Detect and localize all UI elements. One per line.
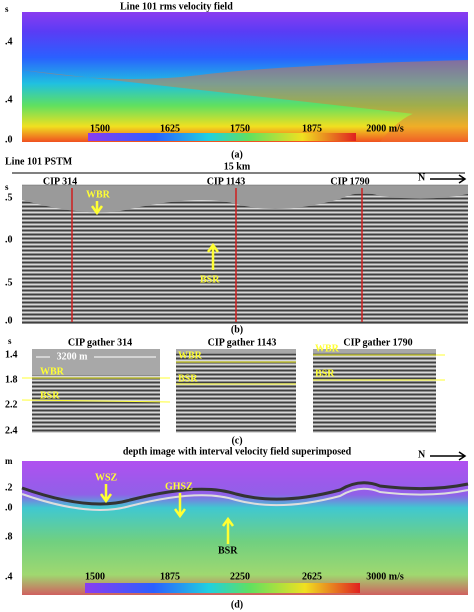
gather-title: CIP gather 314 bbox=[68, 337, 132, 348]
annotation-arrow bbox=[221, 516, 235, 544]
annotation-arrow bbox=[173, 493, 187, 519]
panel-title: depth image with interval velocity field… bbox=[123, 446, 352, 457]
colorbar bbox=[88, 133, 356, 141]
annotation-arrow bbox=[206, 242, 220, 270]
y-label: 2.4 bbox=[5, 425, 18, 436]
y-label: .0 bbox=[5, 134, 13, 145]
caption: (d) bbox=[231, 599, 243, 610]
north-label: N bbox=[418, 449, 426, 460]
caption: (b) bbox=[231, 324, 243, 335]
gather-title: CIP gather 1790 bbox=[343, 337, 412, 348]
colorbar-label: 1500 bbox=[90, 123, 110, 134]
y-label: .5 bbox=[5, 277, 13, 288]
velocity-anomaly bbox=[22, 60, 468, 142]
scale-label: 15 km bbox=[224, 161, 251, 172]
annotation: WBR bbox=[40, 366, 65, 377]
colorbar-label: 2250 bbox=[230, 571, 250, 582]
annotation-arrow bbox=[99, 484, 113, 504]
panel-title: Line 101 rms velocity field bbox=[120, 1, 233, 12]
water bbox=[32, 349, 160, 375]
y-label: s bbox=[5, 4, 9, 14]
seafloor bbox=[21, 487, 469, 511]
annotation: WBR bbox=[86, 189, 111, 200]
annotation: WBR bbox=[315, 343, 340, 354]
colorbar-label: 3000 m/s bbox=[366, 571, 404, 582]
horizon bbox=[21, 399, 171, 403]
annotation: BSR bbox=[40, 390, 60, 401]
colorbar-label: 2000 m/s bbox=[366, 123, 404, 134]
y-label: .4 bbox=[5, 94, 13, 105]
colorbar-label: 1625 bbox=[160, 123, 180, 134]
y-label: .2 bbox=[5, 482, 13, 493]
water bbox=[22, 186, 468, 213]
colorbar-label: 1500 bbox=[85, 571, 105, 582]
y-label: s bbox=[8, 336, 12, 346]
gather-title: CIP gather 1143 bbox=[208, 337, 277, 348]
panel-title: Line 101 PSTM bbox=[5, 156, 73, 167]
y-label: s bbox=[5, 182, 9, 192]
cip-label: CIP 1790 bbox=[330, 176, 369, 187]
y-label: 1.8 bbox=[5, 374, 18, 385]
annotation: WBR bbox=[178, 350, 203, 361]
north-label: N bbox=[418, 172, 426, 183]
cip-label: CIP 314 bbox=[43, 176, 77, 187]
y-label: .0 bbox=[5, 502, 13, 513]
y-label: 2.2 bbox=[5, 399, 18, 410]
annotation: WSZ bbox=[95, 472, 118, 483]
y-label: .0 bbox=[5, 315, 13, 326]
velocity-image bbox=[22, 12, 468, 142]
colorbar-label: 1750 bbox=[230, 123, 250, 134]
depth-image bbox=[22, 461, 468, 595]
y-label: .0 bbox=[5, 234, 13, 245]
seafloor bbox=[21, 481, 469, 506]
gather-image bbox=[176, 349, 296, 433]
scale-label: 3200 m bbox=[57, 351, 89, 362]
y-label: 1.4 bbox=[5, 349, 18, 360]
water bbox=[313, 349, 436, 353]
gather-image bbox=[313, 349, 436, 433]
north-arrow bbox=[430, 451, 467, 461]
colorbar-label: 1875 bbox=[302, 123, 322, 134]
y-label: .4 bbox=[5, 36, 13, 47]
y-label: .5 bbox=[5, 192, 13, 203]
colorbar-label: 1875 bbox=[160, 571, 180, 582]
caption: (a) bbox=[231, 149, 243, 160]
colorbar bbox=[85, 583, 360, 593]
annotation-arrow bbox=[90, 201, 104, 216]
annotation: BSR bbox=[200, 274, 220, 285]
annotation: GHSZ bbox=[165, 481, 193, 492]
water bbox=[176, 349, 296, 353]
north-arrow bbox=[430, 174, 467, 184]
cip-label: CIP 1143 bbox=[207, 176, 246, 187]
annotation: BSR bbox=[178, 373, 198, 384]
colorbar-label: 2625 bbox=[302, 571, 322, 582]
y-label: m bbox=[5, 456, 13, 466]
y-label: .8 bbox=[5, 531, 13, 542]
caption: (c) bbox=[231, 435, 242, 446]
annotation: BSR bbox=[315, 368, 335, 379]
annotation: BSR bbox=[218, 545, 238, 556]
y-label: .4 bbox=[5, 571, 13, 582]
